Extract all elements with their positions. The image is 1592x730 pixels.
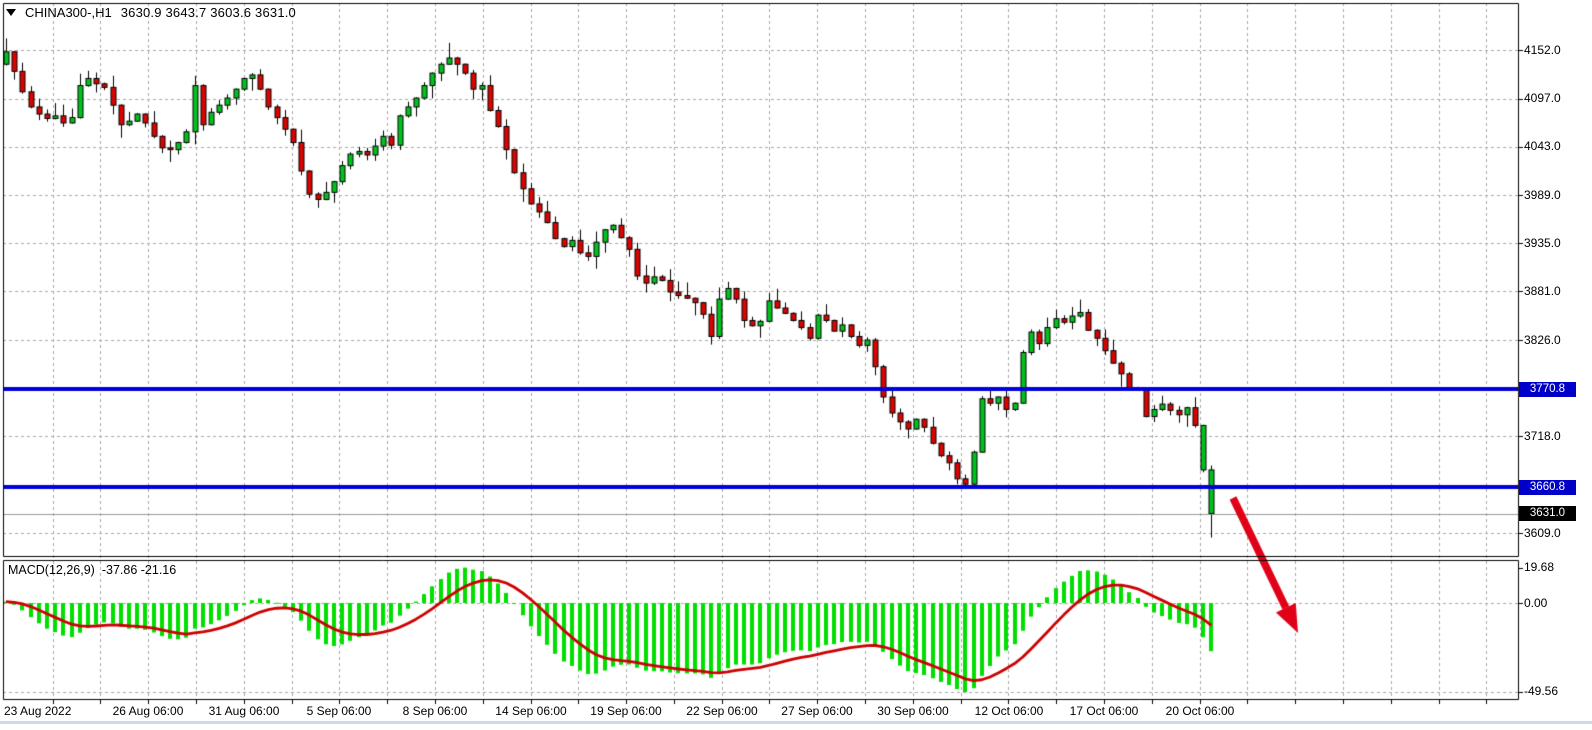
price-tick-label: 3989.0: [1524, 187, 1561, 202]
time-tick-label: 8 Sep 06:00: [402, 704, 468, 718]
time-tick-label: 22 Sep 06:00: [686, 704, 758, 718]
price-tick-label: 4152.0: [1524, 42, 1561, 57]
time-tick-label: 19 Sep 06:00: [590, 704, 662, 718]
time-tick-label: 31 Aug 06:00: [208, 704, 280, 718]
symbol-timeframe-label: CHINA300-,H1: [25, 5, 112, 20]
time-tick-label: 5 Sep 06:00: [306, 704, 372, 718]
ohlc-readout: 3630.9 3643.7 3603.6 3631.0: [120, 5, 296, 20]
bottom-edge-bar: [0, 721, 1592, 724]
last-price-badge: 3631.0: [1519, 506, 1576, 521]
macd-name: MACD(12,26,9): [8, 563, 95, 577]
time-tick-label: 27 Sep 06:00: [781, 704, 853, 718]
macd-values: -37.86 -21.16: [101, 563, 177, 577]
support-price-badge: 3660.8: [1519, 480, 1576, 495]
time-tick-label: 14 Sep 06:00: [495, 704, 567, 718]
resistance-price-badge: 3770.8: [1519, 382, 1576, 397]
macd-tick-label: 19.68: [1524, 560, 1555, 575]
time-tick-label: 30 Sep 06:00: [877, 704, 949, 718]
time-tick-label: 26 Aug 06:00: [112, 704, 184, 718]
chart-title-bar: CHINA300-,H1 3630.9 3643.7 3603.6 3631.0: [6, 5, 296, 20]
time-tick-label: 23 Aug 2022: [4, 704, 72, 718]
macd-tick-label: -49.56: [1524, 684, 1559, 699]
time-tick-label: 17 Oct 06:00: [1069, 704, 1139, 718]
time-tick-label: 12 Oct 06:00: [974, 704, 1044, 718]
time-tick-label: 20 Oct 06:00: [1165, 704, 1235, 718]
price-tick-label: 3718.0: [1524, 428, 1561, 443]
macd-tick-label: 0.00: [1524, 595, 1548, 610]
symbol-dropdown-icon[interactable]: [6, 9, 16, 16]
price-tick-label: 3881.0: [1524, 283, 1561, 298]
price-tick-label: 4097.0: [1524, 91, 1561, 106]
price-tick-label: 3826.0: [1524, 332, 1561, 347]
price-tick-label: 3609.0: [1524, 525, 1561, 540]
macd-indicator-label: MACD(12,26,9) -37.86 -21.16: [8, 563, 176, 577]
price-tick-label: 3935.0: [1524, 235, 1561, 250]
price-tick-label: 4043.0: [1524, 139, 1561, 154]
